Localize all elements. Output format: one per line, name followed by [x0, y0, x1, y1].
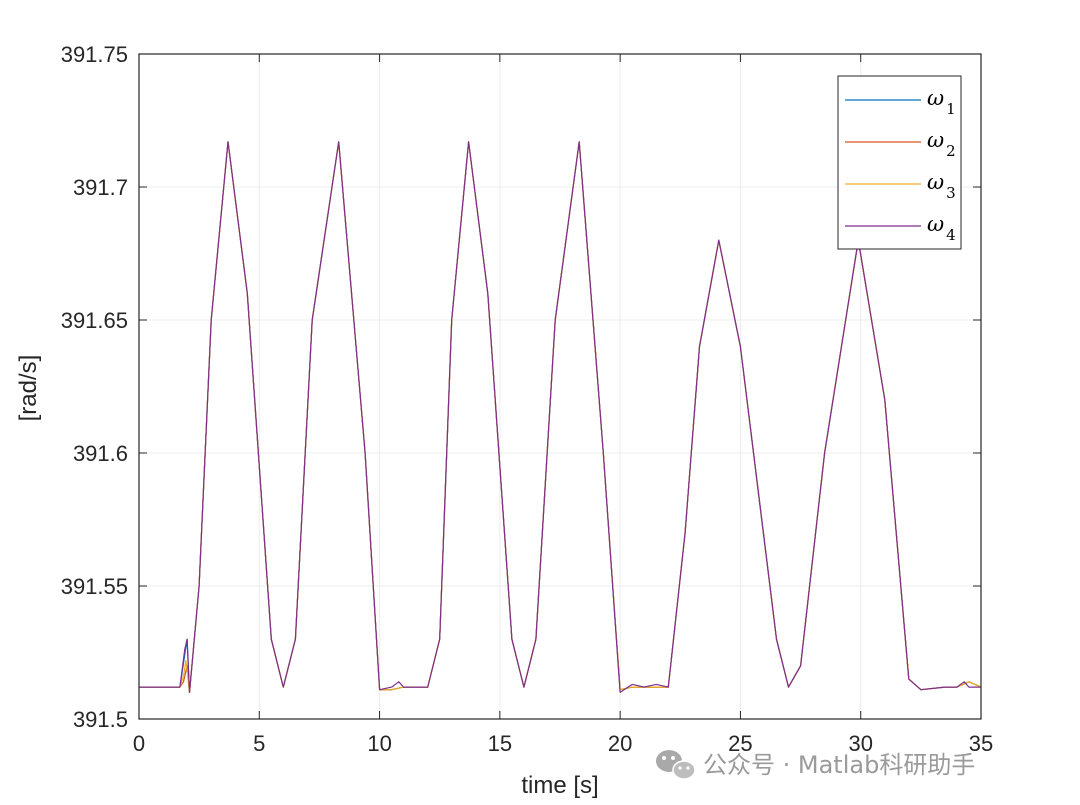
x-tick-labels: 0 5 10 15 20 25 30 35: [133, 731, 993, 756]
x-tick-label: 35: [969, 731, 993, 756]
y-tick-labels: 391.5 391.55 391.6 391.65 391.7 391.75: [61, 42, 128, 732]
y-axis-label: [rad/s]: [15, 355, 42, 422]
y-tick-label: 391.55: [61, 574, 128, 599]
y-tick-label: 391.65: [61, 308, 128, 333]
legend[interactable]: ω 1 ω 2 ω 3 ω 4: [837, 75, 962, 250]
series-lines: [139, 141, 982, 694]
x-tick-label: 30: [848, 731, 872, 756]
y-tick-label: 391.7: [73, 175, 128, 200]
watermark: 公众号 · Matlab科研助手: [656, 750, 975, 780]
x-tick-label: 0: [133, 731, 145, 756]
x-axis-label: time [s]: [521, 772, 598, 799]
x-tick-label: 20: [608, 731, 632, 756]
y-tick-label: 391.6: [73, 441, 128, 466]
series-line-4: [139, 141, 981, 694]
x-tick-label: 5: [253, 731, 265, 756]
axes-box: [138, 53, 982, 720]
watermark-text: 公众号 · Matlab科研助手: [703, 751, 975, 779]
x-tick-label: 25: [728, 731, 752, 756]
x-tick-label: 10: [367, 731, 391, 756]
legend-box: [837, 75, 962, 250]
y-tick-label: 391.5: [73, 707, 128, 732]
wechat-icon: [656, 750, 696, 780]
x-tick-label: 15: [488, 731, 512, 756]
y-tick-label: 391.75: [61, 42, 128, 67]
axis-ticks: [138, 53, 982, 720]
